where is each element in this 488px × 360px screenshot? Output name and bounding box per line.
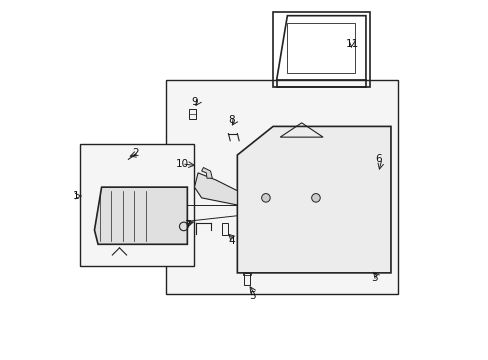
Bar: [222, 223, 227, 235]
Bar: [242, 270, 251, 275]
Polygon shape: [237, 126, 390, 273]
Circle shape: [311, 194, 320, 202]
Text: 10: 10: [176, 159, 189, 169]
Bar: [287, 23, 354, 73]
Text: 7: 7: [184, 220, 190, 230]
Bar: [272, 12, 369, 87]
Text: 6: 6: [374, 154, 381, 163]
Circle shape: [261, 194, 270, 202]
Text: 4: 4: [228, 236, 235, 246]
Polygon shape: [201, 167, 212, 178]
Bar: [80, 144, 194, 266]
Text: 8: 8: [228, 115, 235, 125]
Text: 1: 1: [73, 191, 80, 201]
Text: 9: 9: [190, 97, 197, 107]
Bar: [244, 273, 249, 285]
Text: 3: 3: [370, 273, 377, 283]
Text: 5: 5: [248, 291, 255, 301]
Text: 11: 11: [345, 39, 358, 49]
Polygon shape: [94, 187, 187, 244]
Bar: [165, 80, 397, 294]
Bar: [368, 172, 377, 185]
Polygon shape: [194, 173, 237, 205]
Text: 2: 2: [132, 148, 138, 158]
Bar: [366, 175, 368, 181]
Bar: [189, 109, 196, 119]
